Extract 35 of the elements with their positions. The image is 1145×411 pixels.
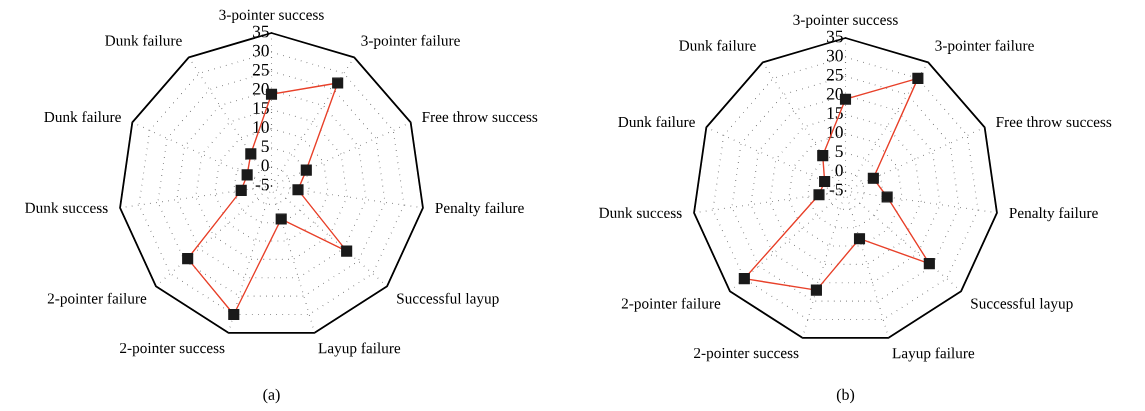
spoke-label: Dunk failure	[679, 39, 756, 51]
spoke-label: 2-pointer failure	[47, 292, 147, 307]
y-tick-label: 30	[252, 44, 269, 57]
y-tick-label: 5	[835, 145, 843, 158]
spoke-label: Dunk failure	[105, 34, 182, 46]
y-tick-label: 0	[261, 159, 269, 172]
spoke-label: 2-pointer failure	[621, 297, 721, 312]
spoke-label: Dunk success	[25, 202, 108, 214]
spoke-label: Layup failure	[318, 342, 401, 357]
spoke-label: Successful layup	[971, 297, 1073, 312]
spoke-label: Penalty failure	[1009, 207, 1098, 222]
spoke-label: 2-pointer success	[120, 342, 225, 357]
y-tick-label: -5	[255, 178, 269, 191]
spoke-label: 2-pointer success	[694, 347, 799, 362]
y-tick-label: -5	[829, 183, 843, 196]
spoke-label: Successful layup	[397, 292, 499, 307]
spoke-label: Free throw success	[996, 116, 1112, 128]
spoke-label: Free throw success	[422, 111, 538, 123]
y-tick-label: 25	[826, 68, 843, 81]
spoke-label: Dunk failure	[44, 111, 121, 123]
text: (b)	[836, 388, 855, 404]
spoke-label: Dunk success	[599, 207, 682, 219]
y-tick-label: 0	[835, 164, 843, 177]
spoke-label: 3-pointer failure	[935, 39, 1034, 54]
spoke-label: 3-pointer success	[219, 9, 324, 23]
spoke-label: Layup failure	[892, 347, 975, 362]
y-tick-label: 25	[252, 63, 269, 76]
spoke-label: Penalty failure	[435, 202, 524, 217]
text: (a)	[263, 388, 280, 404]
y-tick-label: 5	[261, 140, 269, 153]
spoke-label: 3-pointer failure	[361, 34, 460, 49]
y-tick-label: 30	[826, 49, 843, 62]
spoke-label: 3-pointer success	[793, 14, 898, 28]
spoke-label: Dunk failure	[618, 116, 695, 128]
y-tick-label: 35	[252, 25, 269, 38]
